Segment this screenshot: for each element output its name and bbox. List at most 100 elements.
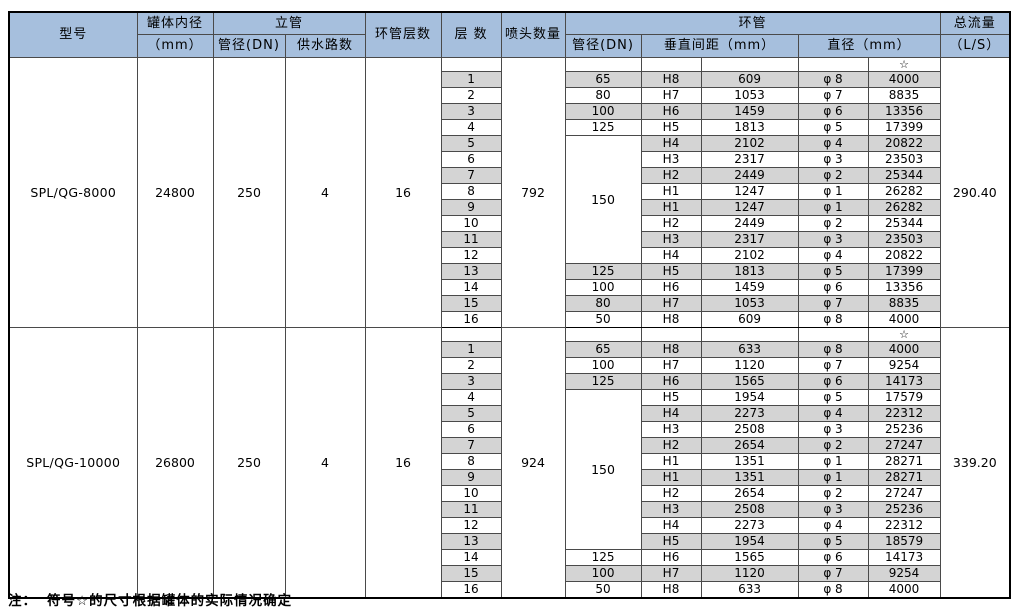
ring-dn-cell: 65: [564, 71, 642, 88]
vertical-spacing-cell: 609: [700, 71, 799, 88]
phi-label-cell: φ 4: [797, 247, 869, 264]
phi-label-cell: φ 8: [797, 341, 869, 358]
col-header-diameter: 直径（mm）: [797, 34, 941, 58]
diameter-cell: 8835: [867, 295, 941, 312]
vertical-spacing-cell: 1459: [700, 279, 799, 296]
ring-dn-cell: 125: [564, 373, 642, 390]
model-cell: SPL/QG-8000: [8, 57, 138, 328]
spacer-row: SPL/QG-8000 24800 250 4 16 792 ☆ 290.40: [8, 57, 1012, 328]
diameter-cell: 17399: [867, 263, 941, 280]
header-row-1: 型号 罐体内径 立管 环管层数 层 数 喷头数量 环管 总流量: [8, 11, 1012, 58]
layer-no-cell: 11: [440, 501, 502, 518]
table-row: 6 H3 2508 φ 3 25236: [9, 421, 1010, 438]
layer-no-cell: 14: [440, 279, 502, 296]
diameter-cell: 9254: [867, 565, 941, 582]
layer-no-cell: 6: [440, 421, 502, 438]
nozzle-count-cell: 924: [500, 327, 566, 599]
layer-no-cell: 12: [440, 517, 502, 534]
spacer-layer-cell: [440, 327, 502, 342]
h-label-cell: H1: [640, 183, 702, 200]
riser-dn-cell: 250: [212, 57, 286, 328]
vertical-spacing-cell: 1813: [700, 263, 799, 280]
table-row: 2 100 H7 1120 φ 7 9254: [9, 357, 1010, 374]
h-label-cell: H4: [640, 135, 702, 152]
vertical-spacing-cell: 2654: [700, 485, 799, 502]
phi-label-cell: φ 7: [797, 87, 869, 104]
ring-dn-merged-cell: 150: [564, 135, 642, 264]
diameter-cell: 23503: [867, 231, 941, 248]
layer-no-cell: 5: [440, 135, 502, 152]
vertical-spacing-cell: 2317: [700, 231, 799, 248]
table-row: 5 H4 2273 φ 4 22312: [9, 405, 1010, 422]
col-header-total-flow-line2: （L/S）: [939, 34, 1012, 58]
layer-no-cell: 8: [440, 183, 502, 200]
h-label-cell: H2: [640, 167, 702, 184]
vertical-spacing-cell: 1120: [700, 357, 799, 374]
riser-supply-lines-cell: 4: [284, 327, 366, 599]
phi-label-cell: φ 6: [797, 103, 869, 120]
vertical-spacing-cell: 2102: [700, 135, 799, 152]
diameter-cell: 22312: [867, 517, 941, 534]
phi-label-cell: φ 4: [797, 405, 869, 422]
layer-no-cell: 11: [440, 231, 502, 248]
h-label-cell: H8: [640, 581, 702, 599]
spacer-phi-label-cell: [797, 327, 869, 342]
layer-no-cell: 13: [440, 533, 502, 550]
star-marker-cell: ☆: [867, 327, 941, 342]
ring-dn-cell: 100: [564, 357, 642, 374]
table-row: 7 H2 2449 φ 2 25344: [9, 167, 1010, 184]
h-label-cell: H5: [640, 533, 702, 550]
h-label-cell: H7: [640, 87, 702, 104]
phi-label-cell: φ 1: [797, 453, 869, 470]
ring-dn-cell: 50: [564, 311, 642, 328]
phi-label-cell: φ 3: [797, 501, 869, 518]
col-header-vertical-spacing: 垂直间距（mm）: [640, 34, 799, 58]
phi-label-cell: φ 5: [797, 389, 869, 406]
layer-no-cell: 10: [440, 215, 502, 232]
phi-label-cell: φ 8: [797, 311, 869, 328]
col-header-riser-dn: 管径(DN): [212, 34, 286, 58]
phi-label-cell: φ 5: [797, 533, 869, 550]
h-label-cell: H2: [640, 437, 702, 454]
table-row: 8 H1 1351 φ 1 28271: [9, 453, 1010, 470]
layer-no-cell: 16: [440, 311, 502, 328]
h-label-cell: H4: [640, 247, 702, 264]
layer-no-cell: 10: [440, 485, 502, 502]
spacer-vertical-spacing-cell: [700, 57, 799, 72]
phi-label-cell: φ 8: [797, 581, 869, 599]
table-row: 16 50 H8 609 φ 8 4000: [9, 311, 1010, 328]
diameter-cell: 25236: [867, 501, 941, 518]
layer-no-cell: 2: [440, 357, 502, 374]
spacer-ring-dn-cell: [564, 57, 642, 72]
vertical-spacing-cell: 633: [700, 341, 799, 358]
layer-no-cell: 1: [440, 71, 502, 88]
table-row: 16 50 H8 633 φ 8 4000: [9, 581, 1010, 599]
vertical-spacing-cell: 1247: [700, 183, 799, 200]
h-label-cell: H6: [640, 103, 702, 120]
table-row: 15 80 H7 1053 φ 7 8835: [9, 295, 1010, 312]
diameter-cell: 17579: [867, 389, 941, 406]
col-header-ring-group: 环管: [564, 11, 941, 35]
h-label-cell: H3: [640, 151, 702, 168]
phi-label-cell: φ 3: [797, 151, 869, 168]
phi-label-cell: φ 6: [797, 279, 869, 296]
total-flow-cell: 290.40: [939, 57, 1012, 328]
vertical-spacing-cell: 2449: [700, 215, 799, 232]
phi-label-cell: φ 8: [797, 71, 869, 88]
table-row: 14 125 H6 1565 φ 6 14173: [9, 549, 1010, 566]
spacer-vertical-spacing-cell: [700, 327, 799, 342]
table-row: 15 100 H7 1120 φ 7 9254: [9, 565, 1010, 582]
h-label-cell: H8: [640, 71, 702, 88]
table-row: 11 H3 2508 φ 3 25236: [9, 501, 1010, 518]
layer-no-cell: 9: [440, 469, 502, 486]
layer-no-cell: 6: [440, 151, 502, 168]
table-header: 型号 罐体内径 立管 环管层数 层 数 喷头数量 环管 总流量 （mm） 管径(…: [8, 11, 1012, 58]
diameter-cell: 4000: [867, 341, 941, 358]
phi-label-cell: φ 3: [797, 421, 869, 438]
layer-no-cell: 3: [440, 373, 502, 390]
table-row: 9 H1 1247 φ 1 26282: [9, 199, 1010, 216]
h-label-cell: H8: [640, 311, 702, 328]
model-cell: SPL/QG-10000: [8, 327, 138, 599]
phi-label-cell: φ 4: [797, 517, 869, 534]
col-header-layer-no-top: 层 数: [440, 11, 502, 58]
